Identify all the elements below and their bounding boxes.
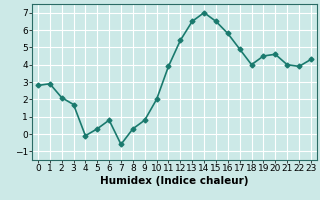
X-axis label: Humidex (Indice chaleur): Humidex (Indice chaleur) — [100, 176, 249, 186]
